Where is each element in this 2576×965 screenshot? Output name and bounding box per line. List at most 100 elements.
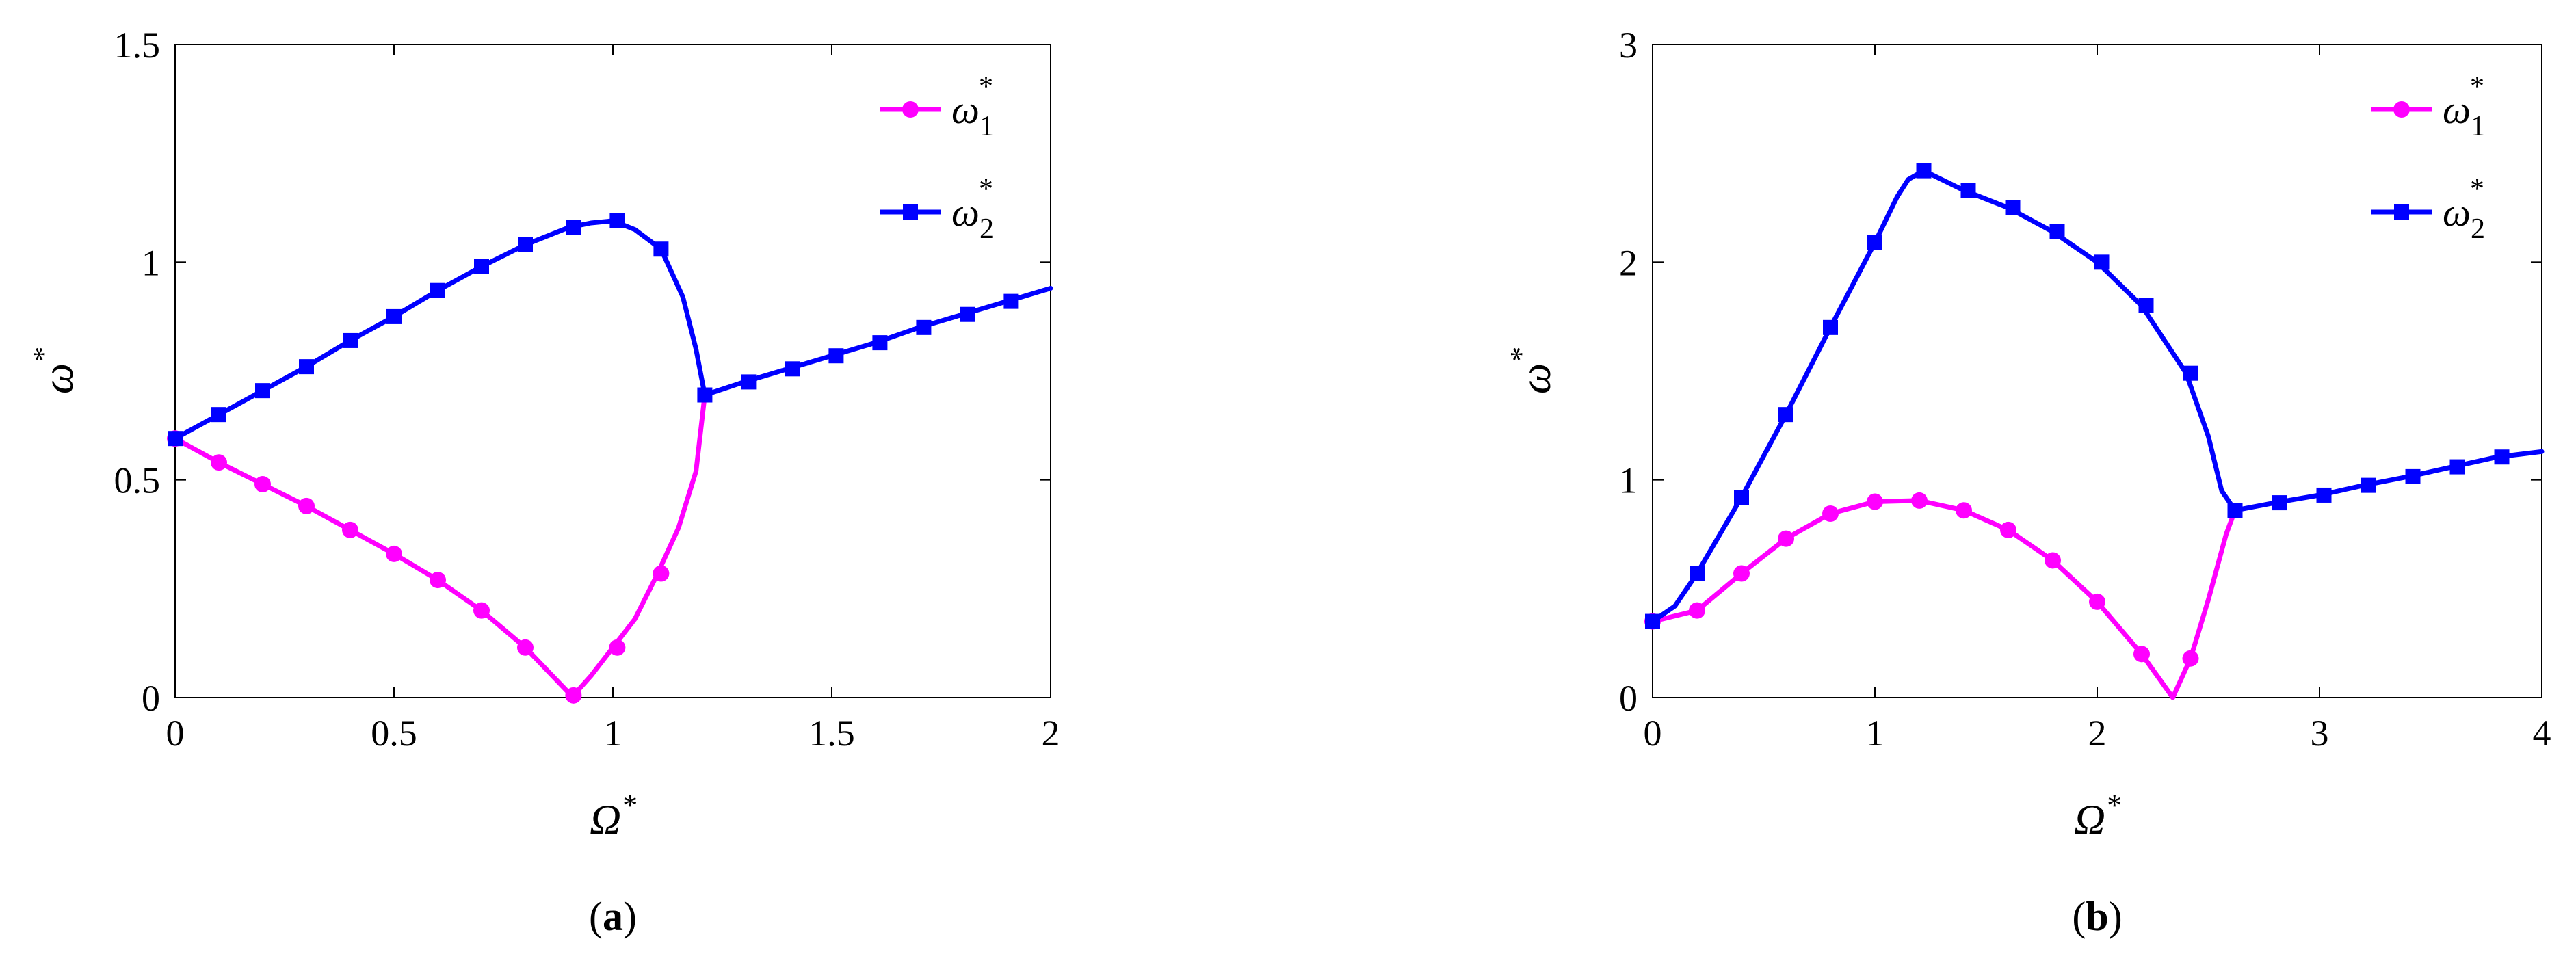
data-point-circle	[2045, 552, 2061, 569]
legend-entry-sub: 1	[2471, 111, 2485, 142]
data-point-square	[2494, 449, 2510, 465]
y-axis-label-base: ω	[1511, 363, 1560, 394]
legend-entry-sup: *	[2470, 71, 2484, 103]
x-tick-label: 1.5	[809, 713, 855, 754]
data-point-square	[872, 335, 888, 351]
y-axis-label: ω*	[27, 348, 82, 394]
data-point-square	[2227, 503, 2243, 518]
data-point-square	[2405, 468, 2421, 484]
legend-entry-sup: *	[979, 174, 993, 205]
legend-entry-base: ω	[2443, 88, 2471, 132]
data-point-circle	[2182, 650, 2199, 667]
data-point-circle	[1733, 565, 1750, 582]
caption-letter: b	[2086, 894, 2108, 939]
data-point-square	[1003, 293, 1019, 309]
data-point-square	[785, 361, 800, 377]
legend-marker-square	[2394, 204, 2409, 220]
data-point-square	[2183, 365, 2198, 381]
y-axis-label: ω*	[1504, 348, 1560, 394]
x-tick-label: 2	[1042, 713, 1060, 754]
legend-entry-1: ω1 *	[951, 71, 994, 142]
data-point-circle	[1689, 602, 1705, 619]
data-point-circle	[254, 476, 271, 493]
legend-marker-circle	[902, 101, 919, 118]
legend-entry-2: ω2 *	[2443, 174, 2485, 245]
data-point-square	[168, 431, 183, 447]
data-point-circle	[2089, 593, 2105, 610]
data-point-square	[2316, 487, 2332, 503]
y-tick-label: 1	[1619, 460, 1638, 501]
chart-panel-a: 0 0.5 1 1.5 200.511.5Ω*ω*ω1*ω2*(a)	[27, 25, 1060, 939]
legend-entry-base: ω	[951, 190, 980, 235]
data-point-square	[2449, 459, 2465, 475]
legend-entry-sub: 2	[980, 213, 994, 245]
data-point-square	[960, 306, 975, 322]
legend-entry-1: ω1 *	[2443, 71, 2485, 142]
data-point-circle	[1956, 502, 1972, 519]
data-point-square	[2361, 477, 2376, 493]
x-tick-label: 1	[1866, 713, 1884, 754]
legend-entry-base: ω	[951, 88, 980, 132]
data-point-circle	[298, 497, 315, 514]
data-point-circle	[473, 602, 490, 619]
x-tick-label: 3	[2311, 713, 2329, 754]
legend-entry-sub: 2	[2471, 213, 2485, 245]
data-point-circle	[565, 687, 582, 704]
x-axis-label-base: Ω	[590, 795, 621, 844]
caption-close: )	[623, 894, 637, 939]
data-point-circle	[1911, 492, 1928, 509]
data-point-square	[2049, 224, 2065, 239]
y-axis-label-base: ω	[34, 363, 82, 394]
y-tick-label: 0	[142, 678, 160, 719]
x-axis-label-sup: *	[621, 789, 636, 822]
panel-caption: (b)	[2072, 894, 2122, 939]
data-point-circle	[342, 521, 358, 538]
x-tick-label: 4	[2533, 713, 2551, 754]
data-point-square	[343, 332, 358, 348]
x-axis-label-sup: *	[2105, 789, 2120, 822]
x-axis-label-base: Ω	[2074, 795, 2105, 844]
data-point-square	[697, 387, 713, 403]
y-tick-label: 0	[1619, 678, 1638, 719]
x-tick-label: 0	[166, 713, 185, 754]
data-point-square	[566, 220, 581, 235]
data-point-square	[1916, 163, 1932, 179]
data-point-square	[474, 259, 489, 274]
data-point-square	[430, 282, 445, 298]
data-point-square	[211, 407, 226, 423]
data-point-square	[299, 359, 314, 375]
legend-marker-square	[903, 204, 918, 220]
series-line-2	[1650, 168, 2545, 624]
data-point-square	[2138, 298, 2154, 313]
data-point-square	[2272, 495, 2287, 511]
data-point-circle	[517, 639, 534, 656]
data-point-circle	[2000, 521, 2016, 538]
data-point-square	[386, 308, 402, 324]
y-tick-label: 1	[142, 242, 160, 283]
data-point-square	[2094, 254, 2110, 270]
data-point-circle	[2133, 646, 2150, 663]
y-axis-label-sup: *	[27, 348, 60, 363]
x-axis-label: Ω*	[2074, 789, 2120, 844]
data-point-square	[1778, 407, 1793, 423]
data-point-circle	[1822, 505, 1839, 523]
legend-entry-sup: *	[2470, 174, 2484, 205]
data-point-circle	[1778, 530, 1794, 547]
data-point-square	[255, 383, 270, 399]
x-tick-label: 0	[1644, 713, 1662, 754]
y-tick-label: 1.5	[114, 25, 161, 66]
y-tick-label: 3	[1619, 25, 1638, 66]
data-point-square	[609, 213, 625, 228]
data-point-square	[653, 241, 669, 257]
data-point-circle	[211, 454, 227, 471]
data-point-square	[2005, 200, 2021, 215]
legend-marker-circle	[2393, 101, 2410, 118]
data-point-square	[916, 319, 932, 335]
legend-entry-base: ω	[2443, 190, 2471, 235]
data-point-square	[1645, 613, 1660, 629]
data-point-square	[1734, 490, 1749, 505]
series-line-1	[172, 393, 707, 698]
data-point-square	[828, 348, 844, 364]
